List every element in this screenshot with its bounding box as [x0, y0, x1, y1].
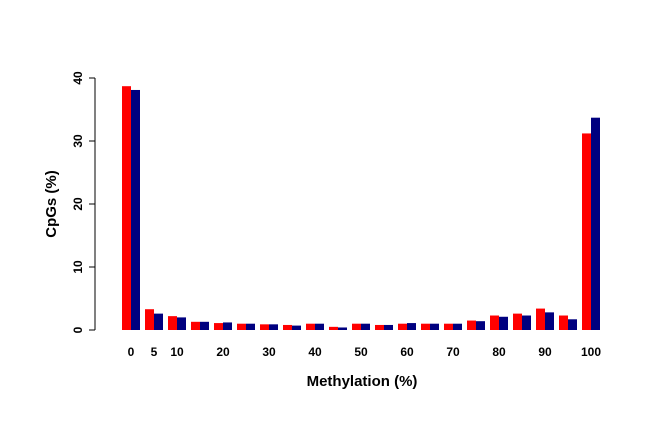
y-tick-label-30: 30 — [71, 134, 85, 148]
x-axis-title: Methylation (%) — [307, 373, 418, 390]
bars-layer — [122, 86, 600, 330]
bar-series1-80 — [490, 315, 499, 330]
bar-series2-35 — [292, 325, 301, 330]
bar-series1-0 — [122, 86, 131, 330]
y-axis-title: CpGs (%) — [43, 170, 60, 238]
bar-series1-55 — [375, 324, 384, 330]
bar-series1-85 — [513, 313, 522, 330]
bar-series2-10 — [177, 317, 186, 330]
y-tick-label-40: 40 — [71, 71, 85, 85]
x-tick-label-30: 30 — [262, 345, 276, 359]
bar-series1-25 — [237, 323, 246, 330]
bar-series2-50 — [361, 323, 370, 330]
bar-series2-85 — [522, 315, 531, 330]
bar-series1-60 — [398, 323, 407, 330]
bar-series2-70 — [453, 323, 462, 330]
bar-series1-70 — [444, 323, 453, 330]
x-tick-label-70: 70 — [446, 345, 460, 359]
bar-series1-5 — [145, 309, 154, 330]
bar-series1-30 — [260, 324, 269, 330]
x-tick-label-50: 50 — [354, 345, 368, 359]
bar-series2-5 — [154, 313, 163, 330]
bar-series1-50 — [352, 323, 361, 330]
bar-series1-100 — [582, 133, 591, 330]
bar-series2-45 — [338, 327, 347, 330]
bar-series2-40 — [315, 323, 324, 330]
y-axis: 0 10 20 30 40 — [71, 71, 96, 333]
bar-series2-95 — [568, 319, 577, 330]
y-tick-label-20: 20 — [71, 197, 85, 211]
bar-series2-20 — [223, 322, 232, 330]
x-tick-label-80: 80 — [492, 345, 506, 359]
x-tick-label-100: 100 — [581, 345, 601, 359]
bar-series2-90 — [545, 312, 554, 330]
bar-series1-40 — [306, 323, 315, 330]
bar-series1-45 — [329, 326, 338, 330]
bar-series2-65 — [430, 323, 439, 330]
bar-series1-75 — [467, 320, 476, 330]
bar-series1-35 — [283, 324, 292, 330]
bar-series2-75 — [476, 321, 485, 330]
bar-series1-10 — [168, 316, 177, 330]
bar-series2-60 — [407, 323, 416, 330]
bar-series1-90 — [536, 308, 545, 330]
y-tick-label-0: 0 — [71, 326, 85, 333]
x-tick-label-60: 60 — [400, 345, 414, 359]
x-tick-label-90: 90 — [538, 345, 552, 359]
x-tick-label-40: 40 — [308, 345, 322, 359]
bar-series2-80 — [499, 316, 508, 330]
y-tick-label-10: 10 — [71, 260, 85, 274]
bar-series1-15 — [191, 321, 200, 330]
bar-series2-55 — [384, 324, 393, 330]
bar-series2-25 — [246, 323, 255, 330]
bar-series2-15 — [200, 321, 209, 330]
bar-series1-95 — [559, 315, 568, 330]
bar-series2-100 — [591, 117, 600, 330]
x-tick-label-0: 0 — [128, 345, 135, 359]
bar-series2-30 — [269, 324, 278, 330]
x-tick-label-5: 5 — [151, 345, 158, 359]
bar-series1-65 — [421, 323, 430, 330]
x-tick-label-20: 20 — [216, 345, 230, 359]
bar-series1-20 — [214, 323, 223, 330]
x-axis: 0 5 10 20 30 40 50 60 70 80 90 100 — [128, 345, 602, 359]
bar-series2-0 — [131, 89, 140, 330]
x-tick-label-10: 10 — [170, 345, 184, 359]
